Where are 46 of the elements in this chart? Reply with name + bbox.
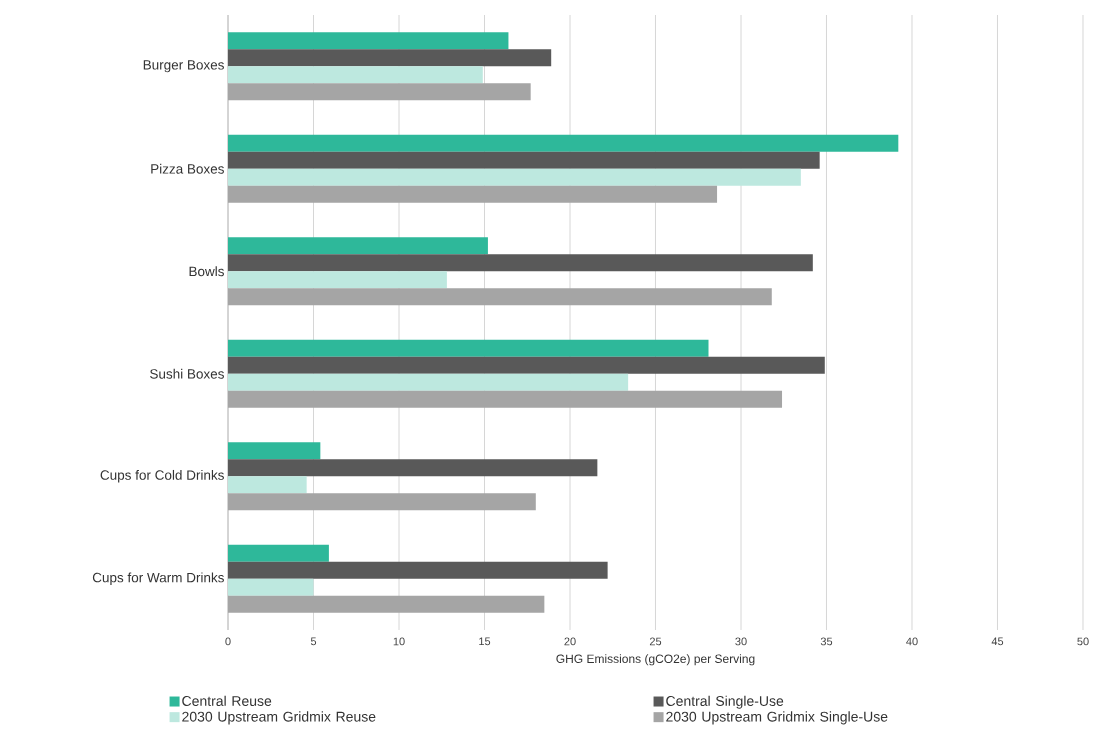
bar: [228, 49, 552, 67]
bar: [228, 32, 509, 50]
x-tick-label: 10: [393, 637, 405, 646]
bar: [228, 271, 447, 289]
legend-label: 2030 Upstream Gridmix Single-Use: [666, 711, 888, 725]
y-tick-label: Cups for Cold Drinks: [100, 469, 224, 483]
bar: [228, 185, 718, 203]
bar: [228, 83, 531, 101]
bar: [228, 459, 598, 477]
x-tick-label: 35: [820, 637, 833, 646]
bar: [228, 390, 783, 408]
legend-label: 2030 Upstream Gridmix Reuse: [182, 711, 376, 725]
bar: [228, 288, 772, 306]
x-tick-label: 0: [225, 637, 231, 646]
bar: [228, 544, 329, 562]
bar: [228, 578, 314, 596]
y-tick-label: Sushi Boxes: [150, 368, 224, 379]
y-tick-label: Bowls: [189, 266, 224, 277]
bar: [228, 168, 801, 186]
bar: [228, 237, 488, 255]
x-tick-label: 20: [564, 637, 576, 646]
bar: [228, 442, 321, 460]
bar: [228, 476, 307, 494]
bar: [228, 66, 483, 84]
x-tick-label: 30: [735, 637, 747, 646]
bar: [228, 151, 820, 169]
bar: [228, 595, 545, 613]
legend-label: Central Single-Use: [666, 695, 784, 709]
legend-label: Central Reuse: [182, 695, 272, 706]
x-tick-label: 40: [906, 637, 918, 646]
x-tick-label: 25: [649, 637, 662, 646]
x-tick-label: 50: [1077, 637, 1089, 646]
x-tick-label: 45: [991, 637, 1004, 646]
bar: [228, 356, 825, 374]
bar: [228, 339, 709, 357]
y-tick-label: Pizza Boxes: [151, 163, 224, 174]
bar: [228, 134, 899, 152]
x-axis-title: GHG Emissions (gCO2e) per Serving: [556, 654, 755, 666]
bar: [228, 254, 813, 272]
bar: [228, 561, 608, 579]
bar: [228, 373, 629, 391]
y-tick-label: Burger Boxes: [143, 60, 224, 73]
x-tick-label: 15: [479, 637, 491, 646]
x-tick-label: 5: [310, 637, 317, 646]
y-tick-label: Cups for Warm Drinks: [92, 572, 224, 586]
bar: [228, 493, 536, 511]
